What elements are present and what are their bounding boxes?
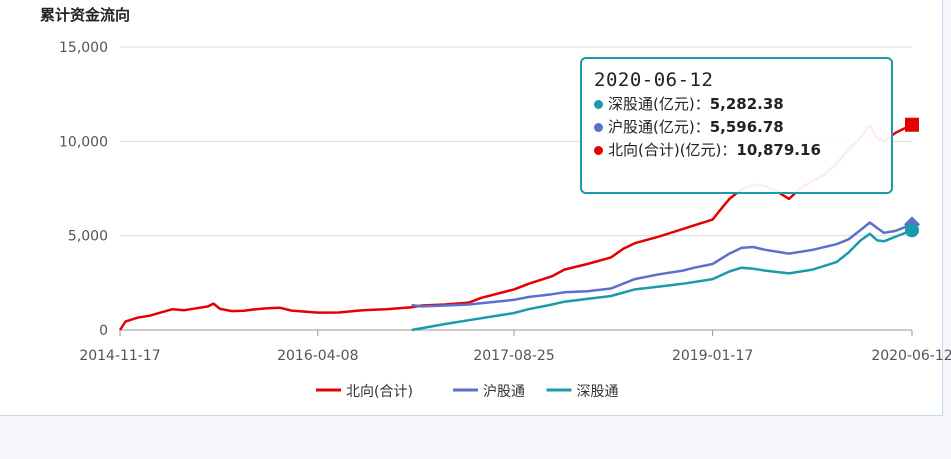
- legend-item-label: 沪股通: [483, 384, 525, 400]
- tooltip-value: 5,282.38: [709, 95, 784, 113]
- tooltip-label: 北向(合计)(亿元)：: [608, 141, 737, 159]
- sz-series-line: [411, 229, 913, 332]
- y-tick-label: 15,000: [59, 40, 108, 56]
- tooltip-label: 深股通(亿元)：: [608, 95, 710, 113]
- legend-item-label: 北向(合计): [346, 384, 413, 400]
- sz-dot-icon: [594, 100, 603, 109]
- north-end-marker: [905, 117, 919, 132]
- sh-dot-icon: [594, 123, 603, 132]
- axis-layer: 0 5,000 10,000 15,000 2014-11-17 2016-04-08 20…: [59, 40, 951, 364]
- chart-title: 累计资金流向: [40, 6, 131, 24]
- x-tick-label: 2017-08-25: [473, 348, 554, 364]
- x-tick-label: 2020-06-12: [871, 348, 951, 364]
- marker-layer: [904, 117, 920, 238]
- tooltip-row-north: 北向(合计)(亿元)：10,879.16: [594, 139, 879, 162]
- tooltip-date: 2020-06-12: [594, 69, 714, 91]
- legend-item-label: 深股通: [577, 384, 619, 400]
- tooltip-label: 沪股通(亿元)：: [608, 118, 710, 136]
- y-tick-label: 5,000: [68, 229, 108, 245]
- y-tick-label: 0: [99, 323, 108, 339]
- data-tooltip: 2020-06-12 深股通(亿元)：5,282.38 沪股通(亿元)：5,59…: [580, 57, 893, 194]
- tooltip-row-sz: 深股通(亿元)：5,282.38: [594, 93, 879, 116]
- legend[interactable]: 北向(合计) 沪股通 深股通: [316, 384, 619, 400]
- x-tick-label: 2019-01-17: [672, 348, 753, 364]
- tooltip-value: 5,596.78: [709, 118, 784, 136]
- x-tick-label: 2016-04-08: [277, 348, 358, 364]
- sh-series-line: [411, 221, 913, 308]
- north-dot-icon: [594, 146, 603, 155]
- tooltip-row-sh: 沪股通(亿元)：5,596.78: [594, 116, 879, 139]
- y-tick-label: 10,000: [59, 134, 108, 150]
- x-tick-label: 2014-11-17: [79, 348, 160, 364]
- sz-end-marker: [905, 223, 919, 238]
- tooltip-value: 10,879.16: [736, 141, 821, 159]
